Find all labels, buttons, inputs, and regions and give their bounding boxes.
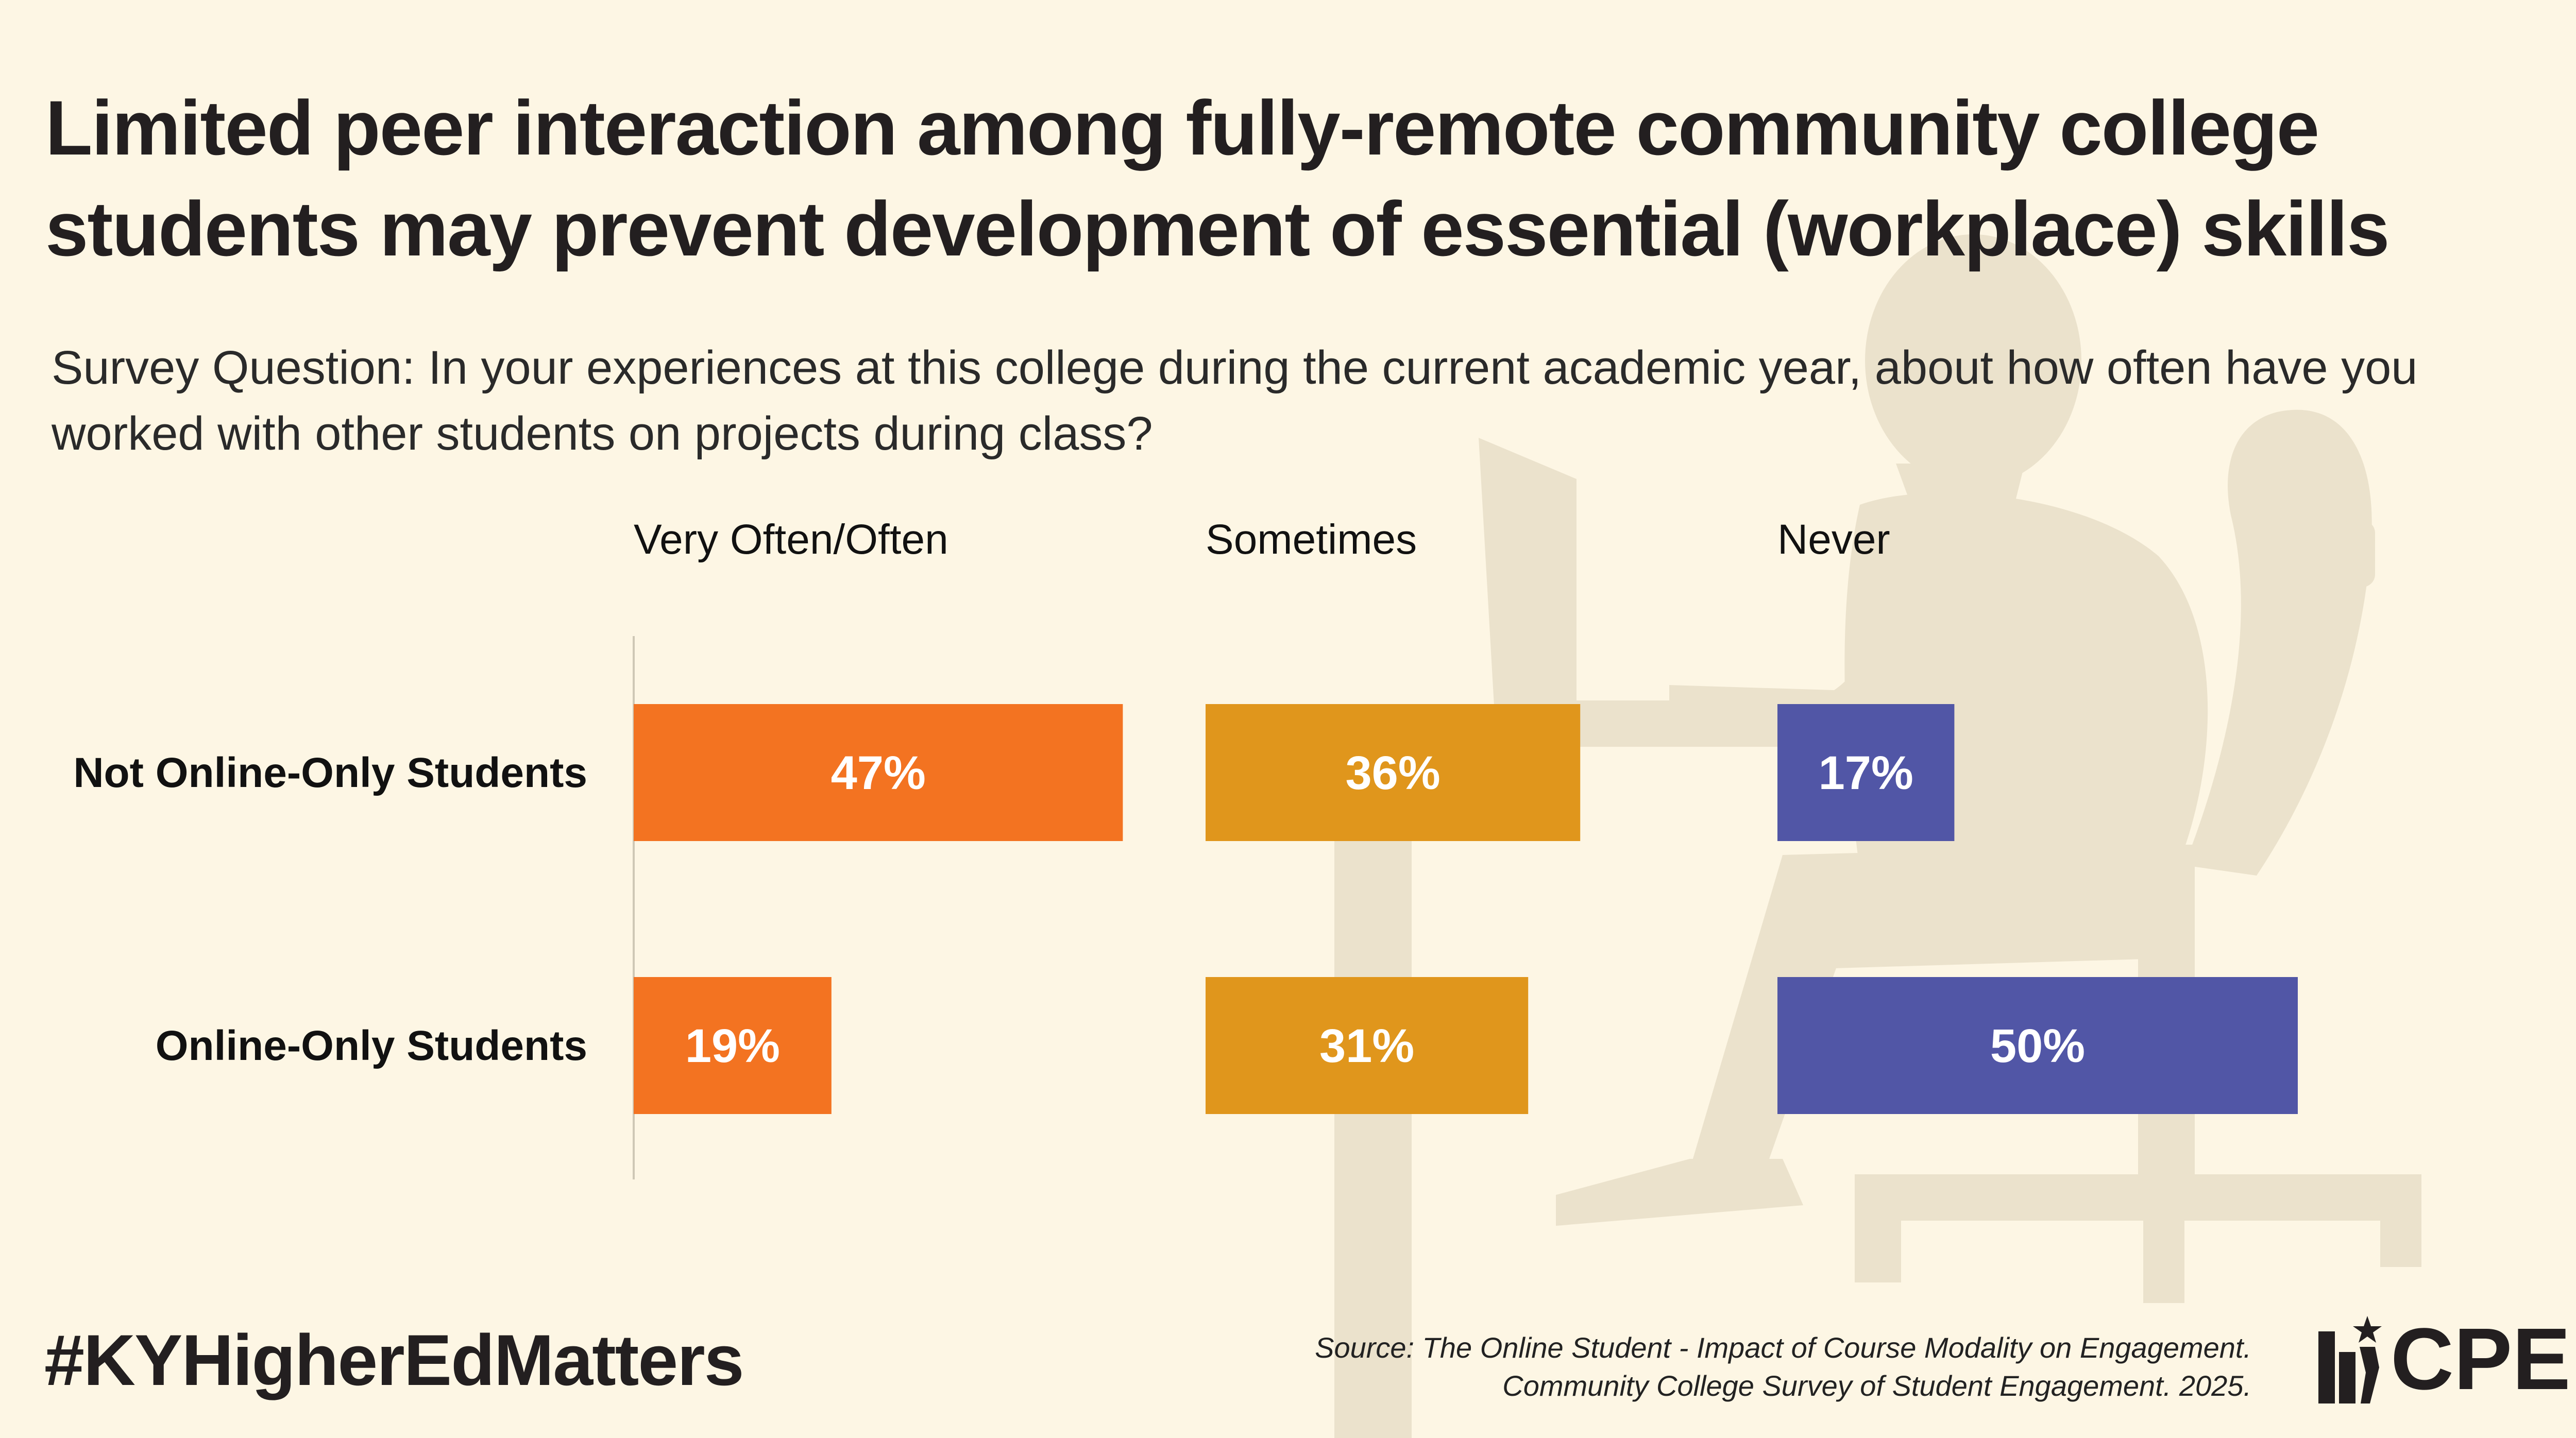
source-line-2: Community College Survey of Student Enga… [1502, 1369, 2251, 1402]
category-label: Not Online-Only Students [73, 749, 587, 796]
bar [1206, 704, 1581, 841]
hashtag: #KYHigherEdMatters [44, 1320, 744, 1400]
bar-value-label: 19% [685, 1020, 780, 1072]
bar [634, 704, 1123, 841]
bar [1777, 704, 1955, 841]
bar-value-label: 50% [1990, 1020, 2085, 1072]
logo-text: CPE [2391, 1310, 2571, 1408]
bar [1777, 977, 2298, 1114]
series-header: Sometimes [1206, 516, 1417, 563]
star-climber-icon [2318, 1316, 2382, 1403]
source-note: Source: The Online Student - Impact of C… [912, 1329, 2251, 1405]
bar-value-label: 47% [831, 747, 926, 799]
cpe-logo: CPE [2318, 1313, 2571, 1406]
series-header: Very Often/Often [634, 516, 948, 563]
bar [634, 977, 832, 1114]
series-header: Never [1777, 516, 1890, 563]
survey-question: Survey Question: In your experiences at … [52, 341, 2418, 460]
bar-value-label: 17% [1819, 747, 1913, 799]
bar [1206, 977, 1529, 1114]
source-line-1: Source: The Online Student - Impact of C… [1315, 1331, 2251, 1364]
category-label: Online-Only Students [156, 1022, 587, 1069]
bar-value-label: 36% [1346, 747, 1440, 799]
page-title: Limited peer interaction among fully-rem… [45, 84, 2390, 272]
bar-value-label: 31% [1319, 1020, 1414, 1072]
